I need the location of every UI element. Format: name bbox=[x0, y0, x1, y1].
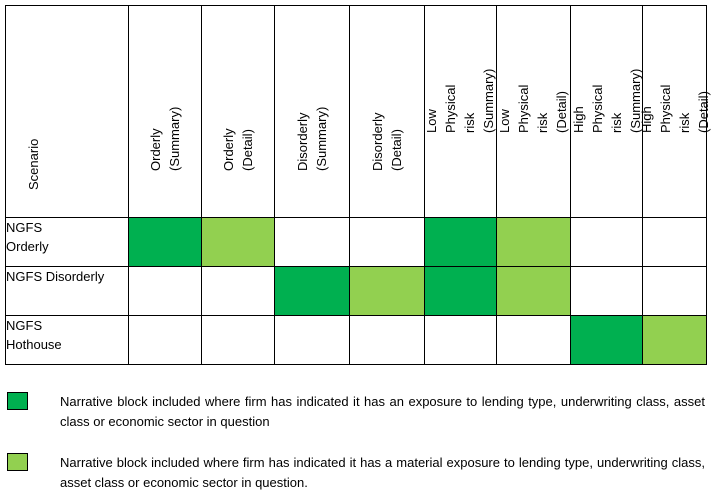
table-row: NGFS Disorderly bbox=[4, 266, 707, 316]
cell-empty bbox=[642, 266, 707, 316]
scenario-header: Scenario bbox=[4, 5, 130, 218]
column-header-label: High Physical risk (Summary) bbox=[570, 68, 643, 133]
row-label: NGFS Disorderly bbox=[4, 266, 130, 316]
column-header-label: High Physical risk (Detail) bbox=[638, 84, 711, 133]
cell-empty bbox=[423, 315, 498, 365]
row-label: NGFS Orderly bbox=[4, 217, 130, 267]
header-row: Scenario Orderly (Summary) Orderly (Deta… bbox=[4, 5, 711, 218]
cell-empty bbox=[274, 217, 350, 267]
cell-empty bbox=[128, 266, 202, 316]
column-header: Disorderly (Detail) bbox=[348, 5, 425, 218]
cell-light-green bbox=[642, 315, 707, 365]
cell-empty bbox=[128, 315, 202, 365]
cell-empty bbox=[348, 217, 425, 267]
table-row: NGFS Hothouse bbox=[4, 315, 707, 365]
cell-dark-green bbox=[274, 266, 350, 316]
column-header-label: Orderly (Summary) bbox=[147, 106, 182, 171]
column-header-label: Low Physical risk (Detail) bbox=[497, 84, 570, 133]
cell-dark-green bbox=[128, 217, 202, 267]
cell-empty bbox=[200, 315, 276, 365]
legend-item-exposure: Narrative block included where firm has … bbox=[5, 392, 705, 432]
cell-empty bbox=[348, 315, 425, 365]
cell-empty bbox=[200, 266, 276, 316]
column-header: High Physical risk (Summary) bbox=[569, 5, 644, 218]
cell-empty bbox=[496, 315, 571, 365]
scenario-header-label: Scenario bbox=[26, 138, 41, 190]
cell-light-green bbox=[496, 266, 571, 316]
cell-light-green bbox=[496, 217, 571, 267]
column-header-label: Disorderly (Summary) bbox=[295, 106, 330, 171]
cell-empty bbox=[569, 217, 644, 267]
cell-empty bbox=[274, 315, 350, 365]
scenario-matrix-table: Scenario Orderly (Summary) Orderly (Deta… bbox=[4, 5, 711, 365]
legend-text: Narrative block included where firm has … bbox=[60, 394, 705, 429]
column-header-label: Low Physical risk (Summary) bbox=[424, 68, 497, 133]
cell-empty bbox=[642, 217, 707, 267]
column-header-label: Disorderly (Detail) bbox=[369, 112, 404, 171]
legend-text: Narrative block included where firm has … bbox=[60, 455, 705, 490]
cell-dark-green bbox=[423, 217, 498, 267]
column-header: Low Physical risk (Detail) bbox=[496, 5, 571, 218]
row-label: NGFS Hothouse bbox=[4, 315, 130, 365]
cell-dark-green bbox=[423, 266, 498, 316]
column-header: Orderly (Detail) bbox=[200, 5, 276, 218]
table-row: NGFS Orderly bbox=[4, 217, 707, 267]
legend-swatch-dark-green bbox=[7, 392, 28, 410]
column-header: Low Physical risk (Summary) bbox=[423, 5, 498, 218]
column-header: Orderly (Summary) bbox=[128, 5, 202, 218]
cell-dark-green bbox=[569, 315, 644, 365]
legend-item-material-exposure: Narrative block included where firm has … bbox=[5, 453, 705, 493]
column-header: High Physical risk (Detail) bbox=[639, 5, 711, 218]
cell-empty bbox=[569, 266, 644, 316]
column-header: Disorderly (Summary) bbox=[274, 5, 350, 218]
cell-light-green bbox=[200, 217, 276, 267]
cell-light-green bbox=[348, 266, 425, 316]
column-header-label: Orderly (Detail) bbox=[220, 128, 255, 171]
legend-swatch-light-green bbox=[7, 453, 28, 471]
